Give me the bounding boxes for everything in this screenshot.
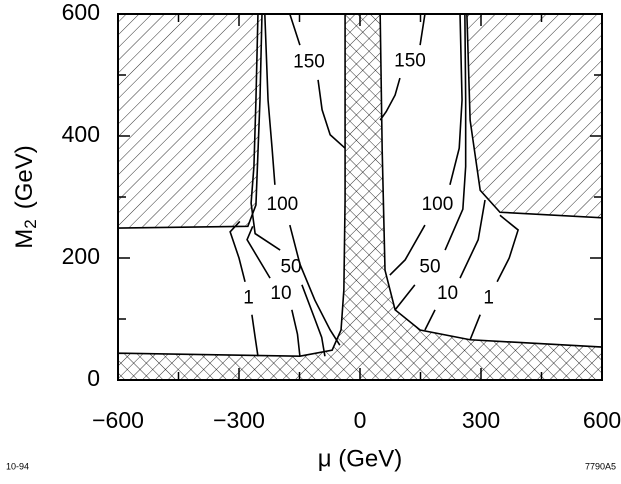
y-label-sub: 2 <box>21 219 40 228</box>
contour-line <box>394 13 467 311</box>
contour-line <box>389 13 463 276</box>
contour-line <box>250 13 326 357</box>
contour-line <box>289 13 346 149</box>
y-axis-label: M2 (GeV) <box>11 145 40 248</box>
contour-label: 1 <box>243 287 254 308</box>
x-tick-label: −600 <box>92 407 144 433</box>
contour-label: 50 <box>280 256 301 277</box>
x-tick-label: 0 <box>354 407 367 433</box>
contour-line <box>469 214 520 341</box>
y-tick-label: 200 <box>62 243 100 269</box>
y-tick-label: 400 <box>62 121 100 147</box>
x-tick-label: −300 <box>213 407 265 433</box>
contour-line <box>424 199 486 331</box>
contour-line <box>264 13 341 346</box>
x-tick-label: 300 <box>462 407 500 433</box>
contour-label: 100 <box>422 194 454 215</box>
contour-label: 100 <box>267 194 299 215</box>
x-axis-label: μ (GeV) <box>318 445 403 472</box>
y-tick-label: 600 <box>62 0 100 25</box>
footnote-left: 10-94 <box>6 461 29 471</box>
contour-label: 150 <box>394 51 426 72</box>
y-label-main: M <box>11 229 38 249</box>
excluded-region <box>466 13 603 219</box>
y-tick-label: 0 <box>87 365 100 391</box>
contour-line <box>246 225 301 357</box>
contour-line <box>379 13 426 121</box>
excluded-region <box>117 13 263 229</box>
contour-label: 1 <box>483 287 494 308</box>
contour-label: 50 <box>419 256 440 277</box>
contour-label: 10 <box>270 283 291 304</box>
x-tick-label: 600 <box>583 407 621 433</box>
contour-label: 150 <box>293 52 325 73</box>
footnote-right: 7790A5 <box>585 461 616 471</box>
contour-label: 10 <box>437 283 458 304</box>
y-label-unit: (GeV) <box>11 145 38 209</box>
contour-line <box>229 220 259 357</box>
